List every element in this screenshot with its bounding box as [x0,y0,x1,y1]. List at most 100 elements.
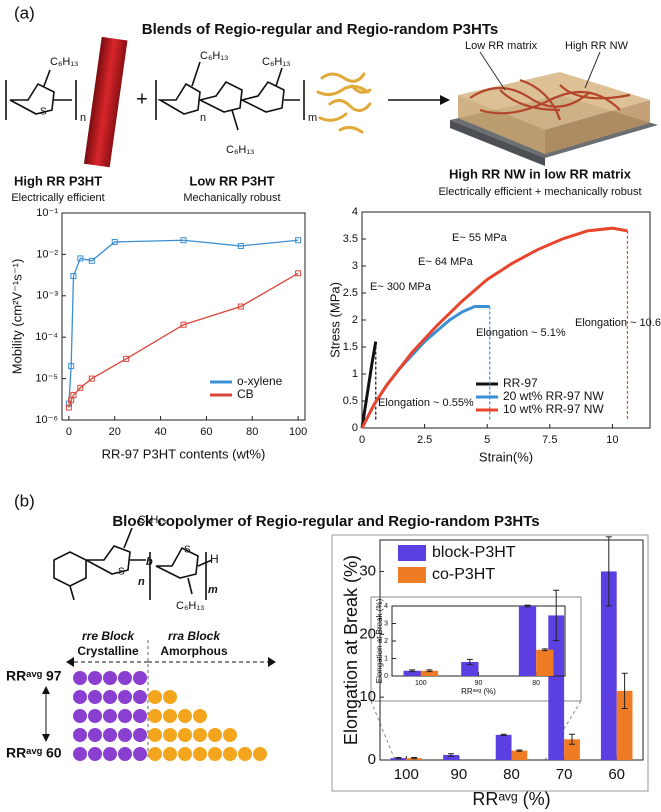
label: Low RR matrix [465,40,538,52]
arrow-head [440,95,450,105]
x-axis-label: RRᵃᵛᵍ (%) [461,687,496,696]
panel-title: Block copolymer of Regio-regular and Reg… [112,513,539,530]
dot [208,728,222,742]
x-tick-label: 100 [415,680,427,687]
data-point [237,303,244,310]
y-tick-label: 1 [384,655,388,662]
y-tick-label: 10⁻⁴ [35,331,58,343]
dot [193,728,207,742]
x-tick-label: 80 [532,680,540,687]
x-tick-label: 2.5 [417,434,432,446]
atom: S [184,545,191,556]
error-bar [395,756,402,760]
legend-label: 20 wt% RR-97 NW [503,389,604,403]
error-bar [553,589,560,642]
annotation: Elongation ~ 0.55% [378,397,474,409]
panel-title: Blends of Regio-regular and Regio-random… [142,21,498,38]
dot [163,728,177,742]
y-tick-label: 30 [359,562,376,579]
annotation: E~ 55 MPa [452,232,508,244]
x-tick-label: 0 [359,434,365,446]
error-bar [411,756,418,760]
dot [88,709,102,723]
error-bar [541,648,548,652]
y-tick-label: 0 [384,673,388,680]
x-tick-label: 90 [475,680,483,687]
bar [403,670,421,676]
dot [73,671,87,685]
error-bar [524,604,531,608]
error-bar [409,669,416,673]
y-axis-label: Mobility (cm²V⁻¹s⁻¹) [9,259,24,375]
subscript: n [138,576,145,588]
side-chain: C₆H₁₃ [262,56,291,68]
y-tick-label: 10⁻¹ [36,207,58,219]
data-point [70,273,77,280]
y-tick-label: 2.5 [343,287,358,299]
dot [133,728,147,742]
dot [103,747,117,761]
legend-label: o-xylene [237,374,283,388]
dot [148,728,162,742]
x-tick-label: 7.5 [542,434,557,446]
dot [223,747,237,761]
y-tick-label: 1 [352,368,358,380]
dot [178,728,192,742]
bar [461,662,479,676]
dot [73,728,87,742]
y-tick-label: 10⁻⁶ [35,414,58,426]
chain-dots [73,671,267,761]
dot [73,747,87,761]
x-tick-label: 20 [109,426,121,438]
data-point [68,363,75,370]
block-structure [53,527,213,601]
y-axis-label: Stress (MPa) [327,282,342,358]
side-chain: C₆H₁₃ [50,56,79,68]
bar [564,739,580,760]
dot [133,747,147,761]
x-tick-label: 60 [608,766,625,783]
y-tick-label: 10 [359,688,376,705]
bar [511,750,528,760]
series-line [360,305,490,429]
y-tick-label: 0 [368,751,376,768]
y-tick-label: 10⁻³ [36,290,58,302]
annotation: E~ 300 MPa [370,281,432,293]
bar [443,754,459,760]
subscript: m [308,112,317,124]
y-tick-label: 0 [352,422,358,434]
annotation: Elongation ~ 10.6% [575,317,661,329]
dot [103,709,117,723]
data-point [77,384,84,391]
x-tick-label: 0 [66,426,72,438]
dot [223,728,237,742]
data-point [70,392,77,399]
y-tick-label: 20 [359,625,376,642]
y-axis-label: Elongation at Break (%) [375,598,384,683]
legend-swatch [398,545,426,561]
dot [178,709,192,723]
legend-swatch [398,567,426,583]
dot [88,671,102,685]
x-tick-label: 70 [556,766,573,783]
dot [103,671,117,685]
label: rre Block [82,629,135,643]
label: Crystalline [77,644,139,658]
dot [118,671,132,685]
panel-label: (a) [14,3,35,22]
label: Amorphous [160,644,228,658]
end-group: H [210,552,219,566]
x-tick-label: 60 [200,426,212,438]
dot [148,690,162,704]
y-tick-label: 10⁻² [36,248,58,260]
y-tick-label: 0.5 [343,395,358,407]
y-tick-label: 2 [352,314,358,326]
annotation: E~ 64 MPa [418,256,474,268]
data-point [180,237,187,244]
bar [616,690,633,760]
dot [163,709,177,723]
low-rr-structure [155,61,305,131]
data-point [77,255,84,262]
panel-label: (b) [14,491,35,510]
dot [118,728,132,742]
